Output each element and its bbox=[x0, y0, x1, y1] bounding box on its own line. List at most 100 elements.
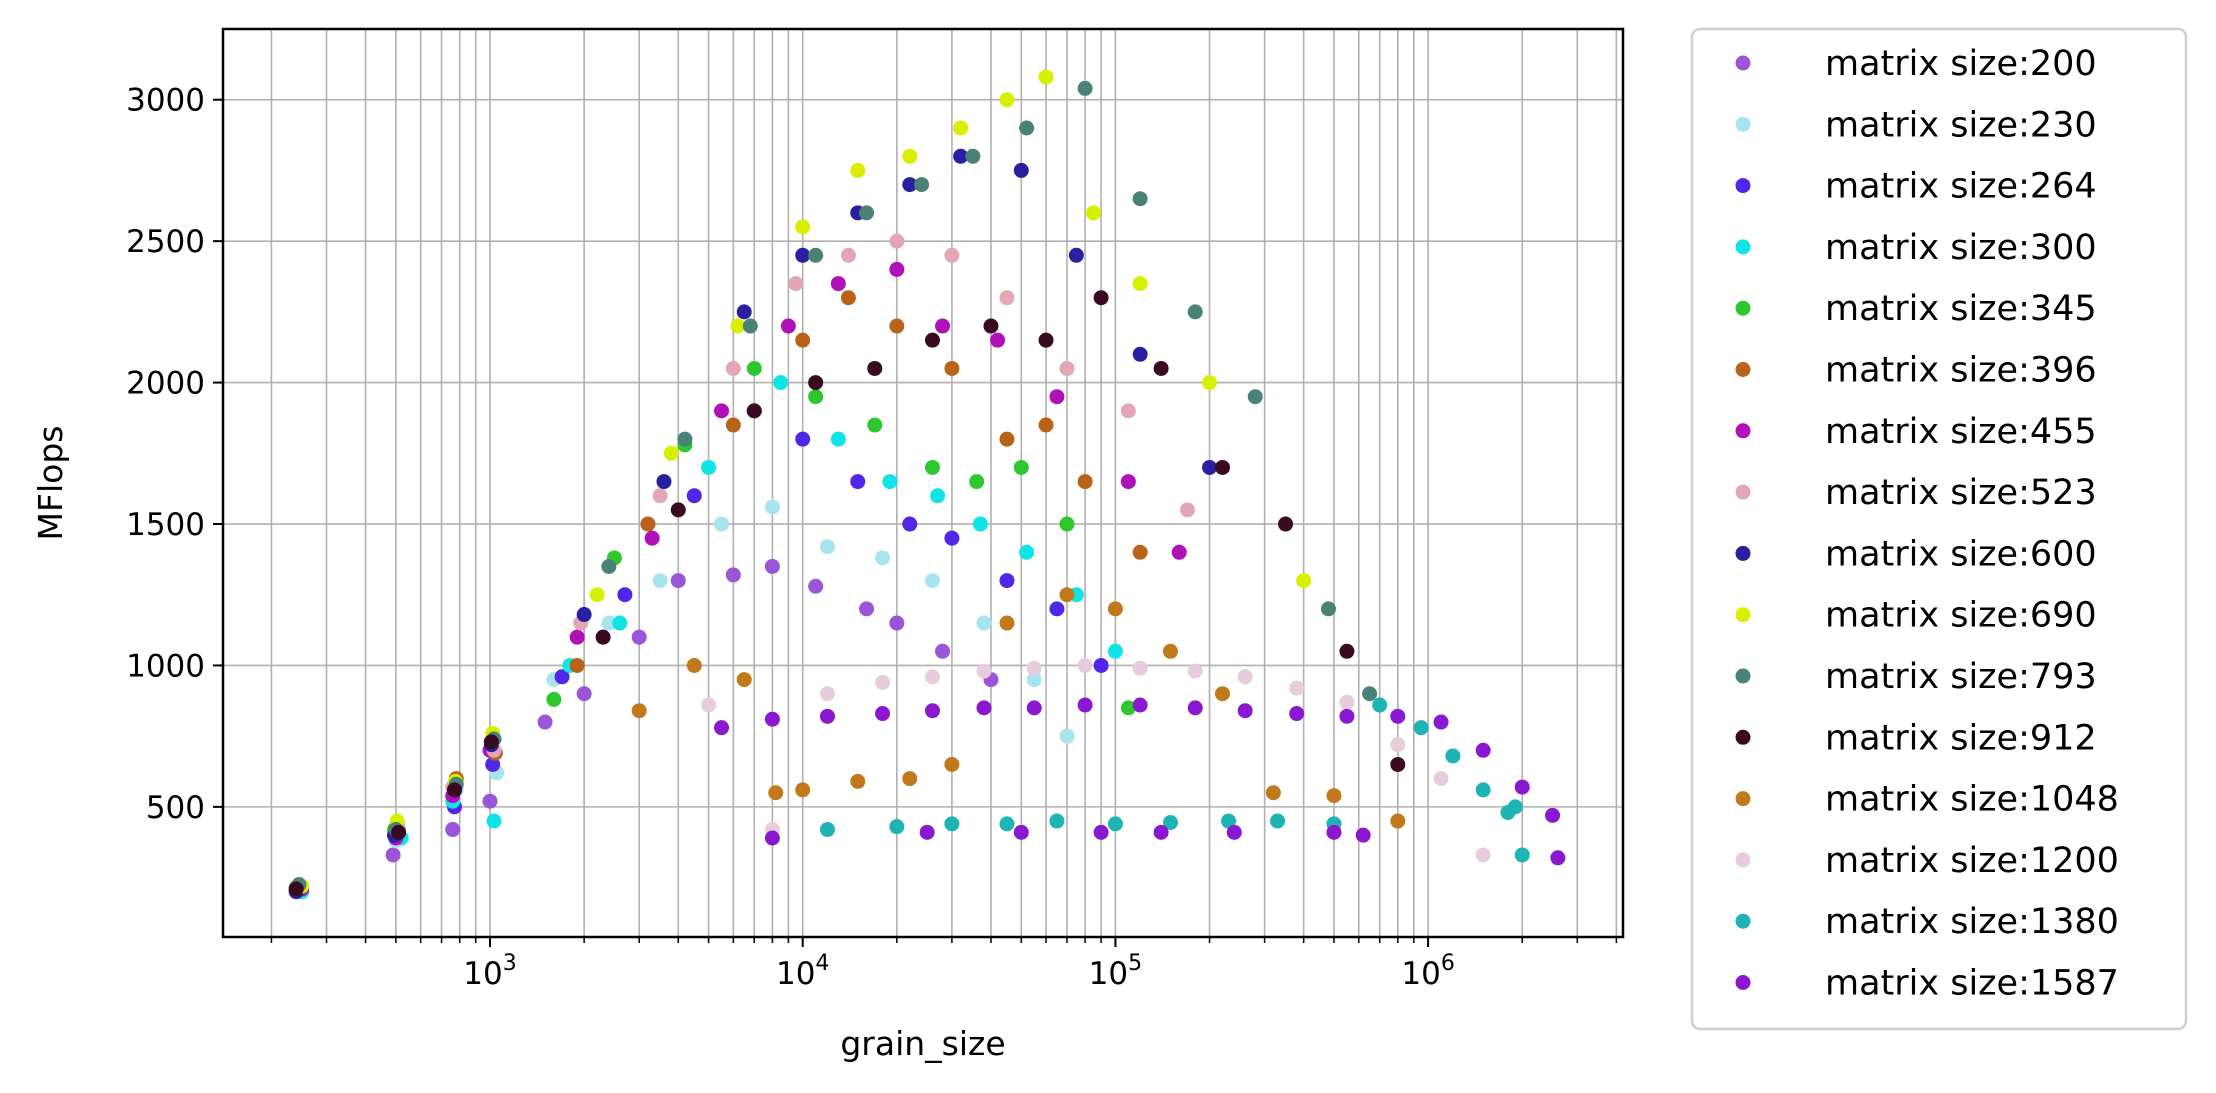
data-point bbox=[808, 247, 824, 263]
data-point bbox=[944, 530, 960, 546]
y-tick-label: 1000 bbox=[126, 648, 205, 684]
data-point bbox=[902, 177, 918, 193]
data-point bbox=[1237, 669, 1253, 685]
data-point bbox=[1013, 824, 1029, 840]
data-point bbox=[1059, 587, 1075, 603]
legend-label: matrix size:455 bbox=[1825, 412, 2097, 452]
legend-marker bbox=[1735, 55, 1751, 71]
data-point bbox=[889, 261, 905, 277]
data-point bbox=[1093, 290, 1109, 306]
data-point bbox=[1038, 332, 1054, 348]
data-point bbox=[1362, 686, 1378, 702]
data-point bbox=[999, 290, 1015, 306]
data-point bbox=[686, 657, 702, 673]
data-point bbox=[1514, 779, 1530, 795]
data-point bbox=[1390, 708, 1406, 724]
data-point bbox=[746, 403, 762, 419]
series-group bbox=[291, 499, 1075, 895]
data-point bbox=[1132, 544, 1148, 560]
data-point bbox=[652, 573, 668, 589]
data-point bbox=[764, 558, 780, 574]
legend-marker bbox=[1735, 852, 1751, 868]
data-point bbox=[482, 793, 498, 809]
y-tick-label: 3000 bbox=[126, 83, 205, 119]
data-point bbox=[1433, 714, 1449, 730]
data-point bbox=[902, 771, 918, 787]
data-point bbox=[840, 247, 856, 263]
data-point bbox=[889, 615, 905, 631]
data-point bbox=[631, 703, 647, 719]
data-point bbox=[953, 148, 969, 164]
legend-label: matrix size:230 bbox=[1825, 105, 2097, 145]
data-point bbox=[764, 830, 780, 846]
data-point bbox=[601, 558, 617, 574]
data-point bbox=[808, 375, 824, 391]
data-point bbox=[1162, 814, 1178, 830]
data-point bbox=[1372, 697, 1388, 713]
data-point bbox=[1026, 672, 1042, 688]
data-point bbox=[631, 629, 647, 645]
data-point bbox=[1038, 69, 1054, 85]
data-point bbox=[640, 516, 656, 532]
data-point bbox=[1214, 459, 1230, 475]
data-point bbox=[819, 539, 835, 555]
grid bbox=[223, 29, 1623, 937]
data-point bbox=[983, 318, 999, 334]
x-axis-title: grain_size bbox=[840, 1024, 1005, 1063]
data-point bbox=[795, 247, 811, 263]
data-point bbox=[1085, 205, 1101, 221]
legend-marker bbox=[1735, 791, 1751, 807]
data-point bbox=[1390, 737, 1406, 753]
series-group bbox=[291, 233, 1195, 893]
data-point bbox=[850, 474, 866, 490]
data-point bbox=[902, 148, 918, 164]
data-point bbox=[670, 502, 686, 518]
data-point bbox=[652, 488, 668, 504]
legend-label: matrix size:300 bbox=[1825, 228, 2097, 268]
data-point bbox=[1339, 694, 1355, 710]
data-point bbox=[701, 697, 717, 713]
data-point bbox=[764, 711, 780, 727]
data-point bbox=[1049, 601, 1065, 617]
legend-label: matrix size:1200 bbox=[1825, 841, 2119, 881]
data-point bbox=[1077, 697, 1093, 713]
legend-marker bbox=[1735, 362, 1751, 377]
data-point bbox=[764, 499, 780, 515]
data-point bbox=[730, 318, 746, 334]
data-point bbox=[859, 601, 875, 617]
data-point bbox=[1221, 813, 1237, 829]
data-point bbox=[485, 756, 501, 772]
data-point bbox=[1132, 660, 1148, 676]
data-point bbox=[1187, 663, 1203, 679]
y-tick-label: 500 bbox=[146, 790, 205, 826]
data-point bbox=[1019, 544, 1035, 560]
data-point bbox=[944, 360, 960, 376]
data-point bbox=[1326, 788, 1342, 804]
data-point bbox=[1107, 816, 1123, 832]
data-point bbox=[795, 219, 811, 235]
data-point bbox=[859, 205, 875, 221]
legend-marker bbox=[1735, 975, 1751, 990]
data-point bbox=[1390, 756, 1406, 772]
legend-label: matrix size:1587 bbox=[1825, 964, 2119, 1004]
data-point bbox=[1413, 720, 1429, 736]
data-point bbox=[999, 615, 1015, 631]
series-group bbox=[714, 697, 1566, 866]
data-point bbox=[1326, 824, 1342, 840]
data-point bbox=[1179, 502, 1195, 518]
data-point bbox=[537, 714, 553, 730]
data-point bbox=[808, 389, 824, 405]
legend-label: matrix size:345 bbox=[1825, 289, 2097, 329]
data-point bbox=[889, 233, 905, 249]
legend: matrix size:200 matrix size:230 matrix siz… bbox=[1690, 27, 2188, 1031]
legend-label: matrix size:793 bbox=[1825, 657, 2097, 697]
data-point bbox=[773, 375, 789, 391]
data-point bbox=[1132, 191, 1148, 207]
legend-label: matrix size:1048 bbox=[1825, 780, 2119, 820]
legend-label: matrix size:264 bbox=[1825, 167, 2097, 207]
data-point bbox=[1507, 799, 1523, 815]
data-point bbox=[486, 813, 502, 829]
legend-marker bbox=[1735, 729, 1751, 745]
series-group bbox=[291, 80, 1378, 893]
data-point bbox=[795, 782, 811, 798]
